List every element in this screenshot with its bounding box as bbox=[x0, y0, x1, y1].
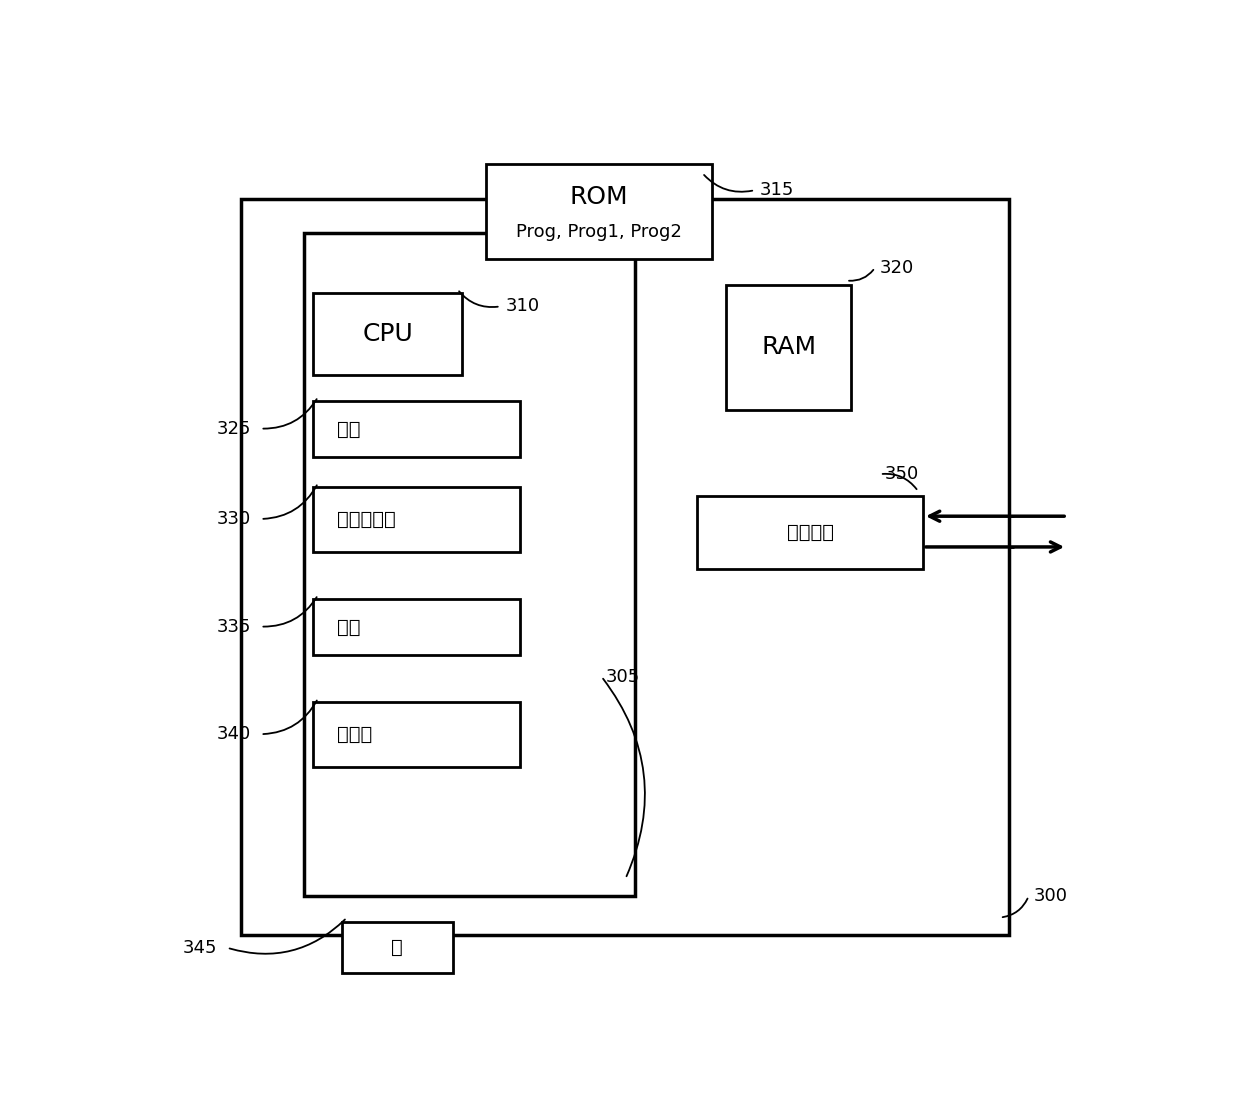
Text: 读卡器: 读卡器 bbox=[337, 726, 373, 745]
Text: CPU: CPU bbox=[362, 322, 413, 347]
Bar bbox=[313, 702, 520, 767]
Text: 325: 325 bbox=[217, 419, 250, 437]
Bar bbox=[313, 401, 520, 457]
Bar bbox=[242, 199, 1010, 935]
Text: 315: 315 bbox=[760, 181, 794, 199]
Bar bbox=[486, 164, 711, 259]
Text: 330: 330 bbox=[217, 510, 250, 528]
Text: Prog, Prog1, Prog2: Prog, Prog1, Prog2 bbox=[515, 224, 681, 241]
Text: 通信接口: 通信接口 bbox=[787, 523, 834, 542]
Text: 305: 305 bbox=[606, 667, 641, 685]
Bar bbox=[726, 285, 851, 409]
Text: 键盘和鼠标: 键盘和鼠标 bbox=[337, 510, 396, 529]
Text: 320: 320 bbox=[880, 258, 914, 276]
Text: RAM: RAM bbox=[761, 335, 817, 359]
Text: 硬盘: 硬盘 bbox=[337, 617, 361, 636]
Bar bbox=[313, 599, 520, 655]
Text: 345: 345 bbox=[183, 939, 217, 957]
Text: ROM: ROM bbox=[570, 186, 628, 209]
Bar bbox=[342, 922, 452, 974]
Text: 屏幕: 屏幕 bbox=[337, 419, 361, 438]
Text: 350: 350 bbox=[885, 465, 919, 483]
Text: 310: 310 bbox=[506, 297, 539, 315]
Text: 340: 340 bbox=[217, 726, 250, 743]
Bar bbox=[698, 495, 923, 569]
Bar bbox=[313, 293, 462, 376]
Text: 卡: 卡 bbox=[392, 938, 403, 957]
Bar bbox=[313, 487, 520, 551]
Text: 335: 335 bbox=[217, 617, 250, 635]
Text: 300: 300 bbox=[1033, 887, 1068, 906]
Bar bbox=[304, 234, 634, 896]
